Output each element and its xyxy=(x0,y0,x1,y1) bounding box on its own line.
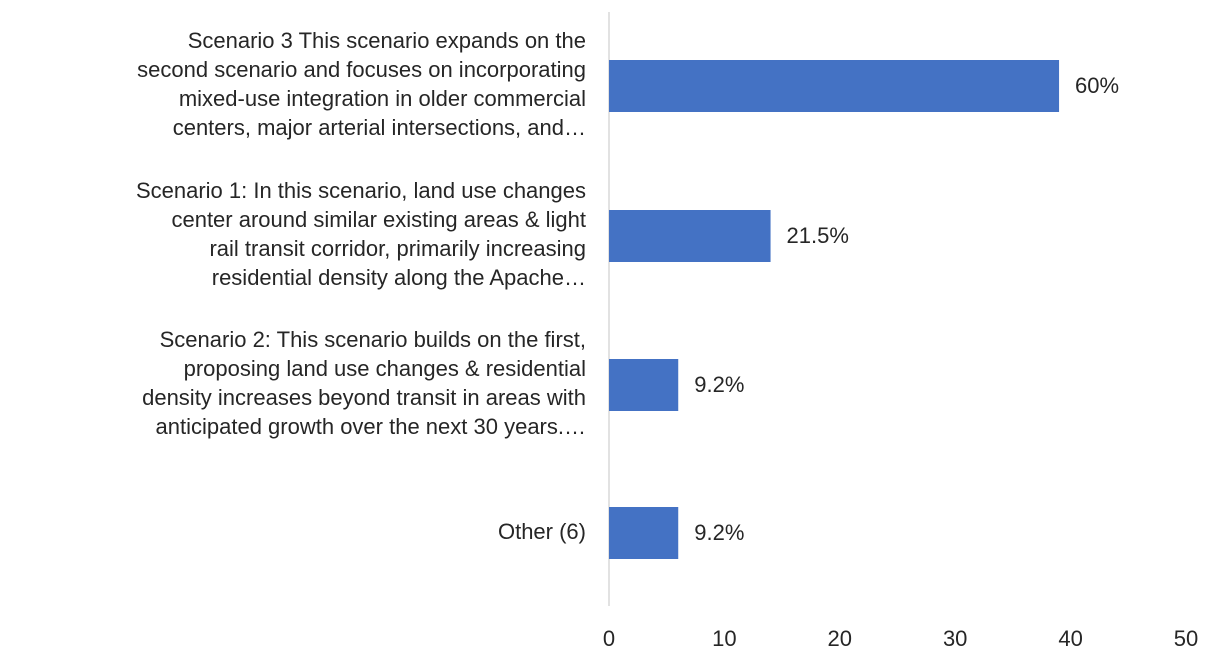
category-label-line: mixed-use integration in older commercia… xyxy=(178,86,586,111)
x-tick-label-0: 0 xyxy=(602,626,616,651)
data-label-3: 9.2% xyxy=(694,372,745,397)
bar-4 xyxy=(609,507,679,559)
category-label-line: residential density along the Apache… xyxy=(211,265,586,290)
bar-2 xyxy=(609,210,771,262)
category-label-line: proposing land use changes & residential xyxy=(183,356,586,381)
x-tick-label-20: 20 xyxy=(827,626,853,651)
category-label-line: Other (6) xyxy=(497,518,586,544)
x-tick-label-10: 10 xyxy=(712,626,737,651)
category-label-line: Scenario 3 This scenario expands on the xyxy=(187,28,586,53)
x-tick-label-40: 40 xyxy=(1058,626,1083,651)
category-label-1: Scenario 3 This scenario expands on the s… xyxy=(0,26,586,142)
category-label-line: second scenario and focuses on incorpora… xyxy=(137,57,586,82)
category-label-4: Other (6) xyxy=(0,517,586,546)
category-label-line: rail transit corridor, primarily increas… xyxy=(209,236,586,261)
x-tick-label-50: 50 xyxy=(1173,626,1199,651)
data-label-4: 9.2% xyxy=(694,520,745,545)
bar-3 xyxy=(609,359,679,411)
category-label-line: density increases beyond transit in area… xyxy=(142,385,586,410)
category-label-2: Scenario 1: In this scenario, land use c… xyxy=(0,176,586,292)
category-label-line: center around similar existing areas & l… xyxy=(171,207,586,232)
x-tick-label-30: 30 xyxy=(942,626,968,651)
category-label-line: centers, major arterial intersections, a… xyxy=(172,115,586,140)
data-label-2: 21.5% xyxy=(786,223,849,248)
data-label-1: 60% xyxy=(1075,73,1120,98)
category-label-line: Scenario 1: In this scenario, land use c… xyxy=(135,178,586,203)
category-label-line: Scenario 2: This scenario builds on the … xyxy=(159,327,586,352)
category-label-line: anticipated growth over the next 30 year… xyxy=(155,414,586,439)
category-label-3: Scenario 2: This scenario builds on the … xyxy=(0,325,586,441)
bar-1 xyxy=(609,60,1060,112)
